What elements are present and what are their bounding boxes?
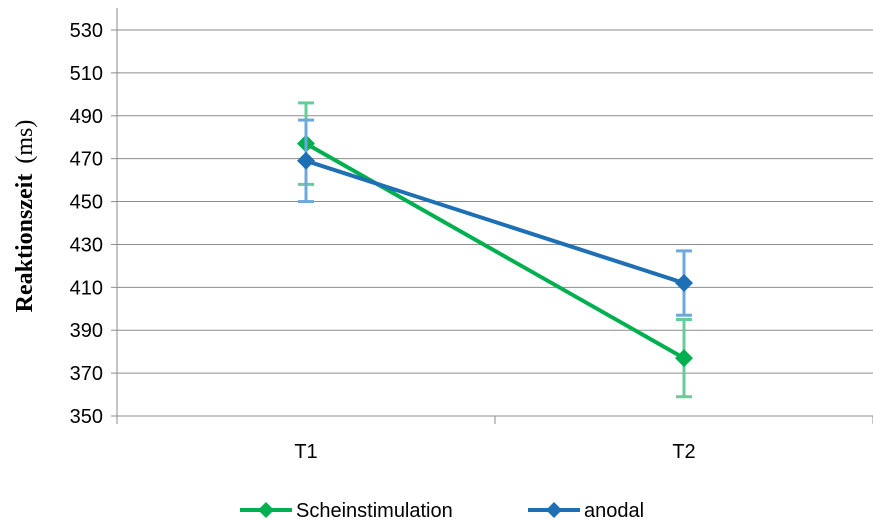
series-line [305, 141, 685, 360]
y-tick-label: 390 [70, 320, 103, 342]
x-tick-labels: T1 T2 [294, 441, 695, 463]
legend-item: Scheinstimulation [240, 500, 453, 522]
legend: Scheinstimulation anodal [240, 500, 644, 522]
y-axis-label-unit: (ms) [12, 120, 38, 164]
series-1 [297, 118, 693, 317]
y-tick-label: 450 [70, 192, 103, 214]
legend-item: anodal [528, 500, 644, 522]
y-tick-label: 490 [70, 106, 103, 128]
legend-label: Scheinstimulation [296, 500, 453, 522]
x-tick-label: T1 [294, 441, 317, 463]
series-0 [297, 101, 693, 399]
y-tick-label: 470 [70, 149, 103, 171]
y-tick-label: 410 [70, 277, 103, 299]
y-axis-label-text: Reaktionszeit [12, 174, 38, 313]
legend-marker [546, 502, 562, 518]
series [297, 101, 693, 399]
series-line [305, 158, 685, 285]
y-tick-labels: 350 370 390 410 430 450 470 490 510 530 [70, 20, 103, 428]
legend-label: anodal [584, 500, 644, 522]
x-tick-label: T2 [672, 441, 695, 463]
data-point [297, 151, 315, 170]
axes [111, 8, 873, 424]
y-axis-label: Reaktionszeit (ms) [12, 120, 38, 313]
data-point [675, 274, 693, 293]
y-tick-label: 430 [70, 234, 103, 256]
grid-lines [117, 29, 873, 374]
data-point [675, 349, 693, 368]
y-tick-label: 370 [70, 363, 103, 385]
y-tick-label: 350 [70, 406, 103, 428]
y-tick-label: 510 [70, 63, 103, 85]
legend-marker [258, 502, 274, 518]
y-tick-label: 530 [70, 20, 103, 42]
